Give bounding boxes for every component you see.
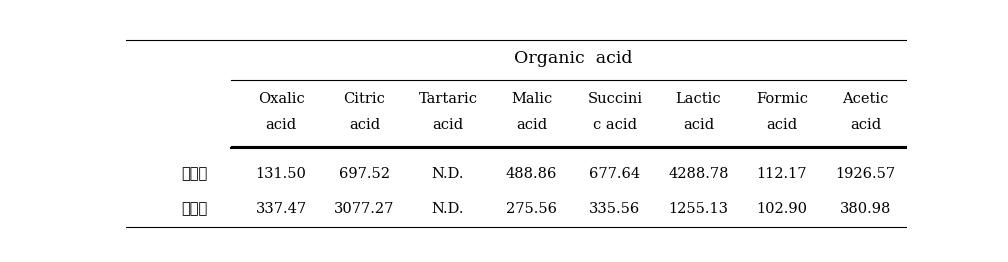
Text: 335.56: 335.56 xyxy=(590,202,641,216)
Text: 4288.78: 4288.78 xyxy=(668,167,729,181)
Text: Malic: Malic xyxy=(511,92,552,106)
Text: 1255.13: 1255.13 xyxy=(668,202,729,216)
Text: acid: acid xyxy=(432,118,464,132)
Text: Lactic: Lactic xyxy=(675,92,722,106)
Text: acid: acid xyxy=(516,118,547,132)
Text: Organic  acid: Organic acid xyxy=(514,50,632,67)
Text: Succini: Succini xyxy=(588,92,642,106)
Text: 380.98: 380.98 xyxy=(840,202,891,216)
Text: acid: acid xyxy=(850,118,881,132)
Text: acid: acid xyxy=(349,118,380,132)
Text: acid: acid xyxy=(682,118,714,132)
Text: N.D.: N.D. xyxy=(431,167,465,181)
Text: 1926.57: 1926.57 xyxy=(836,167,895,181)
Text: 112.17: 112.17 xyxy=(757,167,807,181)
Text: 677.64: 677.64 xyxy=(590,167,640,181)
Text: 337.47: 337.47 xyxy=(255,202,306,216)
Text: 131.50: 131.50 xyxy=(256,167,306,181)
Text: 488.86: 488.86 xyxy=(506,167,557,181)
Text: Citric: Citric xyxy=(344,92,385,106)
Text: Tartaric: Tartaric xyxy=(418,92,478,106)
Text: acid: acid xyxy=(766,118,797,132)
Text: Acetic: Acetic xyxy=(843,92,889,106)
Text: c acid: c acid xyxy=(593,118,637,132)
Text: N.D.: N.D. xyxy=(431,202,465,216)
Text: 697.52: 697.52 xyxy=(339,167,390,181)
Text: acid: acid xyxy=(265,118,296,132)
Text: 발효후: 발효후 xyxy=(181,166,208,181)
Text: 102.90: 102.90 xyxy=(756,202,807,216)
Text: 3077.27: 3077.27 xyxy=(335,202,395,216)
Text: 발효전: 발효전 xyxy=(181,201,208,216)
Text: Oxalic: Oxalic xyxy=(258,92,304,106)
Text: Formic: Formic xyxy=(756,92,808,106)
Text: 275.56: 275.56 xyxy=(506,202,557,216)
